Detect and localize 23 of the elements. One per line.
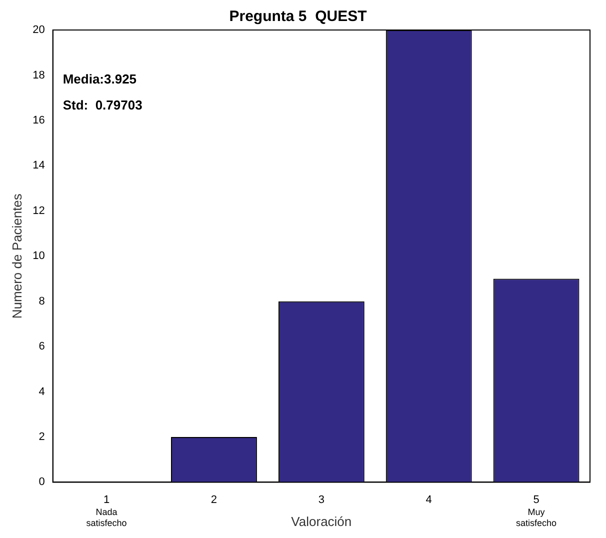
- x-tick-label: 3: [318, 494, 324, 506]
- text: Nada satisfecho: [86, 507, 127, 528]
- y-tick-label: 18: [32, 69, 45, 82]
- y-tick-label: 6: [38, 340, 45, 353]
- y-tick-label: 16: [32, 114, 45, 126]
- y-tick-label: 10: [32, 250, 45, 262]
- x-tick-label: 1: [103, 494, 110, 506]
- x-tick-label: 2: [210, 494, 218, 506]
- annotation: Media:3.925: [62, 72, 137, 87]
- text: Muy satisfecho: [516, 507, 557, 528]
- chart-title: Pregunta 5 QUEST: [229, 8, 367, 26]
- y-tick-label: 0: [38, 476, 45, 488]
- y-tick-label: 12: [32, 204, 45, 217]
- y-tick-label: 2: [38, 431, 45, 444]
- x-tick-label: 4: [426, 494, 432, 506]
- y-tick-label: 14: [32, 160, 45, 172]
- x-axis-title: Valoración: [291, 514, 352, 529]
- y-tick-label: 8: [38, 295, 45, 308]
- annotation: Std: 0.79703: [62, 98, 142, 113]
- y-tick-label: 20: [32, 24, 45, 36]
- x-tick-label: 5: [533, 494, 540, 506]
- y-axis-title: Numero de Pacientes: [9, 193, 24, 319]
- y-tick-label: 4: [38, 386, 45, 398]
